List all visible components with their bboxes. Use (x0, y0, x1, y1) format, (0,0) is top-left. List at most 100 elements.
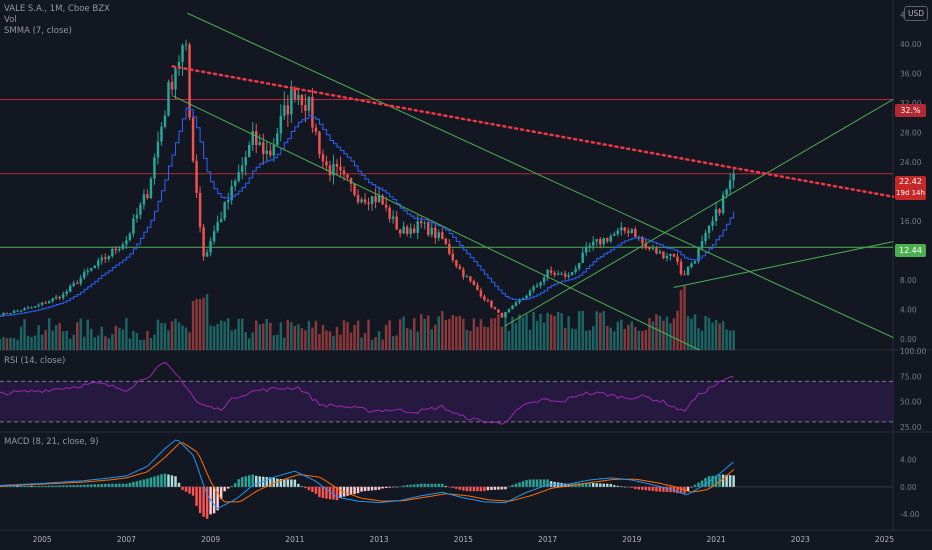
candle-body (2, 312, 5, 316)
macd-histogram-bar (26, 485, 30, 487)
volume-bar (458, 315, 462, 350)
macd-histogram-bar (251, 474, 254, 487)
volume-bar (219, 320, 223, 350)
candle-body (139, 204, 142, 215)
candle-body (47, 301, 51, 304)
volume-bar (128, 338, 132, 350)
macd-histogram-bar (132, 482, 135, 487)
volume-bar (181, 325, 184, 350)
macd-histogram-bar (620, 486, 623, 487)
volume-bar (93, 337, 97, 350)
macd-histogram-bar (430, 483, 433, 487)
macd-histogram-bar (283, 479, 286, 487)
volume-bar (479, 319, 483, 350)
volume-bar (669, 323, 672, 350)
volume-bar (599, 312, 602, 350)
volume-bar (567, 316, 570, 350)
volume-bar (311, 327, 314, 350)
macd-histogram-bar (5, 485, 9, 487)
volume-bar (686, 316, 690, 350)
macd-histogram-bar (156, 475, 160, 487)
macd-histogram-bar (23, 485, 26, 487)
candle-body (297, 94, 300, 100)
macd-histogram-bar (528, 479, 532, 487)
candle-body (483, 296, 486, 301)
candle-body (363, 199, 367, 203)
macd-histogram-bar (100, 484, 104, 487)
volume-bar (125, 318, 128, 350)
macd-histogram-bar (300, 486, 304, 487)
candle-body (184, 44, 188, 46)
price-axis-tick: 0.00 (900, 335, 917, 344)
macd-histogram-bar (363, 486, 367, 492)
macd-histogram-bar (30, 485, 33, 487)
currency-button[interactable]: USD (904, 6, 928, 21)
volume-bar (58, 322, 61, 350)
candle-body (240, 165, 244, 173)
volume-bar (335, 327, 339, 350)
macd-label: MACD (8, 21, close, 9) (4, 437, 99, 447)
candle-body (12, 310, 16, 314)
candle-body (51, 298, 54, 302)
candle-body (641, 237, 644, 244)
macd-histogram-bar (290, 479, 293, 487)
volume-bar (707, 317, 711, 350)
macd-histogram-bar (276, 478, 279, 487)
candle-body (721, 194, 725, 214)
macd-histogram-bar (728, 475, 732, 487)
macd-line (0, 439, 734, 510)
candle-body (314, 127, 318, 132)
macd-histogram-bar (546, 479, 549, 487)
macd-histogram-bar (353, 486, 356, 495)
macd-histogram-bar (704, 477, 707, 487)
macd-histogram-bar (409, 484, 412, 487)
candle-body (623, 227, 627, 232)
candle-body (54, 296, 58, 299)
volume-bar (156, 319, 160, 350)
volume-bar (402, 316, 405, 350)
volume-bar (655, 314, 658, 350)
candle-body (427, 222, 430, 235)
macd-histogram-bar (346, 486, 349, 496)
macd-histogram-bar (377, 486, 381, 490)
macd-histogram-bar (51, 485, 54, 487)
macd-histogram-bar (732, 475, 735, 487)
volume-bar (68, 338, 72, 350)
candle-body (472, 280, 476, 286)
macd-histogram-bar (676, 486, 679, 494)
candle-body (342, 170, 346, 175)
macd-histogram-bar (198, 486, 202, 514)
candle-body (465, 276, 469, 278)
candle-body (300, 94, 304, 106)
candle-body (121, 244, 125, 249)
macd-histogram-bar (588, 482, 591, 487)
macd-histogram-bar (223, 486, 226, 492)
candle-body (591, 241, 595, 246)
candle-body (693, 261, 697, 264)
macd-histogram-bar (339, 486, 342, 498)
volume-bar (679, 290, 683, 350)
candle-body (212, 231, 216, 242)
volume-bar (581, 310, 584, 350)
macd-histogram-bar (68, 485, 72, 487)
macd-histogram-bar (37, 485, 40, 487)
macd-histogram-bar (90, 484, 93, 487)
rsi-label: RSI (14, close) (4, 356, 66, 366)
candle-body (581, 252, 584, 264)
macd-histogram-bar (160, 474, 163, 487)
rsi-axis-tick: 100.00 (900, 347, 926, 356)
time-axis-tick: 2009 (201, 535, 220, 544)
candle-body (398, 229, 402, 234)
candle-body (381, 195, 384, 205)
candle-body (490, 300, 493, 308)
macd-histogram-bar (33, 485, 37, 487)
candle-body (177, 61, 181, 69)
candle-body (146, 194, 149, 199)
volume-bar (5, 338, 9, 350)
time-axis-tick: 2023 (791, 535, 810, 544)
volume-bar (721, 321, 725, 350)
volume-bar (574, 329, 577, 350)
macd-histogram-bar (599, 483, 602, 487)
volume-bar (476, 327, 479, 350)
